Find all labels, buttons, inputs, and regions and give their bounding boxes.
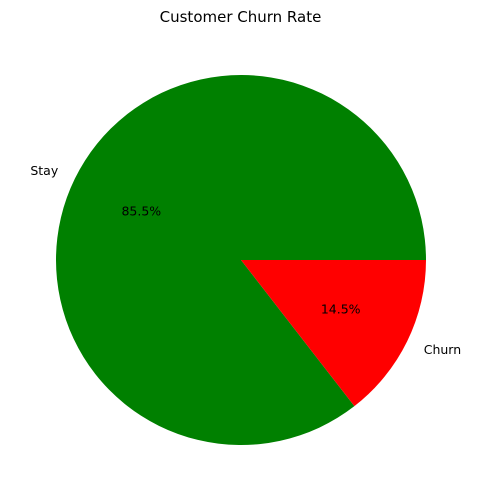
chart-title: Customer Churn Rate [160,8,322,26]
pie-slice-stay [56,75,426,446]
slice-label-churn: Churn [424,342,461,357]
pie-slice-churn [241,260,426,407]
slice-label-stay: Stay [30,163,58,178]
pie-labels: Stay 85.5% Churn 14.5% [30,163,461,357]
percent-label-stay: 85.5% [121,204,161,219]
percent-label-churn: 14.5% [321,301,361,316]
pie-slices [56,75,426,446]
